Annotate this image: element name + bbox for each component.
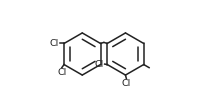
Text: Cl: Cl	[95, 60, 104, 69]
Text: Cl: Cl	[122, 79, 131, 88]
Text: Cl: Cl	[57, 68, 66, 77]
Text: Cl: Cl	[50, 39, 59, 48]
